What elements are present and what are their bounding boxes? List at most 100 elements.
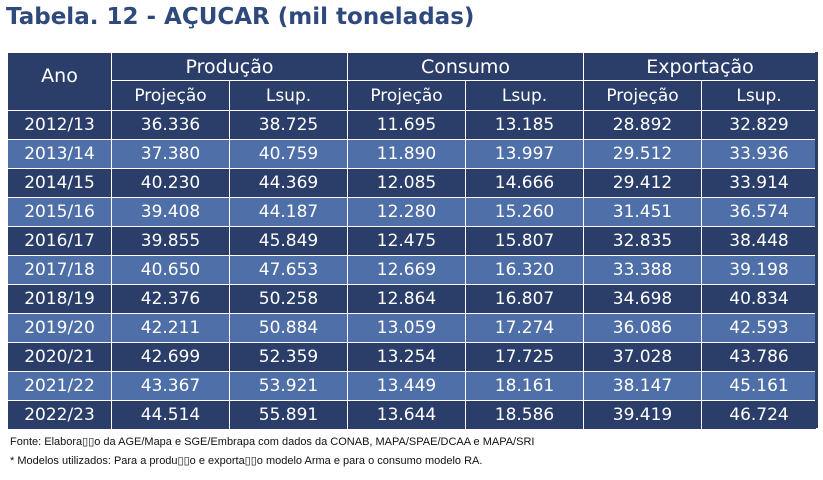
year-cell: 2017/18 [7, 255, 112, 285]
value-cell: 31.451 [583, 197, 703, 227]
value-cell: 13.059 [347, 313, 466, 343]
value-cell: 12.864 [347, 284, 466, 314]
table-row: 2018/19 42.376 50.258 12.864 16.807 34.698 40.… [7, 284, 818, 314]
value-cell: 13.644 [347, 400, 466, 430]
value-cell: 36.336 [111, 110, 230, 140]
value-cell: 37.380 [111, 139, 230, 169]
value-cell: 32.829 [701, 110, 818, 140]
subheader-producao-lsup: Lsup. [229, 80, 348, 111]
table-title: Tabela. 12 - AÇUCAR (mil toneladas) [6, 4, 475, 30]
value-cell: 40.230 [111, 168, 230, 198]
value-cell: 50.258 [229, 284, 348, 314]
data-table-container: Ano Produção Consumo Exportação Projeção… [7, 52, 819, 430]
value-cell: 17.725 [464, 342, 585, 372]
table-body: 2012/13 36.336 38.725 11.695 13.185 28.892 32.… [7, 110, 818, 430]
table-row: 2020/21 42.699 52.359 13.254 17.725 37.028 43.… [7, 342, 818, 372]
value-cell: 44.514 [111, 400, 230, 430]
value-cell: 39.408 [111, 197, 230, 227]
value-cell: 40.834 [701, 284, 818, 314]
value-cell: 53.921 [229, 371, 348, 401]
source-note: Fonte: Elabora▯▯o da AGE/Mapa e SGE/Embr… [10, 436, 535, 448]
value-cell: 17.274 [464, 313, 585, 343]
value-cell: 34.698 [583, 284, 703, 314]
value-cell: 42.593 [701, 313, 818, 343]
value-cell: 16.320 [464, 255, 585, 285]
value-cell: 11.890 [347, 139, 466, 169]
value-cell: 33.936 [701, 139, 818, 169]
value-cell: 18.586 [464, 400, 585, 430]
value-cell: 36.086 [583, 313, 703, 343]
table-row: 2012/13 36.336 38.725 11.695 13.185 28.892 32.… [7, 110, 818, 140]
value-cell: 12.280 [347, 197, 466, 227]
value-cell: 39.855 [111, 226, 230, 256]
value-cell: 11.695 [347, 110, 466, 140]
value-cell: 13.254 [347, 342, 466, 372]
value-cell: 40.650 [111, 255, 230, 285]
value-cell: 33.388 [583, 255, 703, 285]
value-cell: 55.891 [229, 400, 348, 430]
value-cell: 52.359 [229, 342, 348, 372]
subheader-producao-projecao: Projeção [111, 80, 230, 111]
value-cell: 13.449 [347, 371, 466, 401]
year-cell: 2020/21 [7, 342, 112, 372]
value-cell: 14.666 [464, 168, 585, 198]
subheader-exportacao-projecao: Projeção [583, 80, 703, 111]
value-cell: 39.419 [583, 400, 703, 430]
acucar-table: Ano Produção Consumo Exportação Projeção… [7, 52, 818, 430]
side-rule [815, 52, 818, 428]
value-cell: 18.161 [464, 371, 585, 401]
subheader-exportacao-lsup: Lsup. [701, 80, 818, 111]
value-cell: 37.028 [583, 342, 703, 372]
value-cell: 29.412 [583, 168, 703, 198]
table-row: 2021/22 43.367 53.921 13.449 18.161 38.147 45.… [7, 371, 818, 401]
value-cell: 38.147 [583, 371, 703, 401]
table-row: 2019/20 42.211 50.884 13.059 17.274 36.086 42.… [7, 313, 818, 343]
year-cell: 2014/15 [7, 168, 112, 198]
header-exportacao: Exportação [583, 52, 818, 81]
table-notes: Fonte: Elabora▯▯o da AGE/Mapa e SGE/Embr… [10, 433, 534, 471]
subheader-consumo-lsup: Lsup. [464, 80, 585, 111]
value-cell: 12.669 [347, 255, 466, 285]
models-note: * Modelos utilizados: Para a produ▯▯o e … [10, 455, 483, 467]
value-cell: 40.759 [229, 139, 348, 169]
value-cell: 13.185 [464, 110, 585, 140]
value-cell: 42.699 [111, 342, 230, 372]
table-row: 2022/23 44.514 55.891 13.644 18.586 39.419 46.… [7, 400, 818, 430]
header-ano: Ano [7, 52, 112, 111]
subheader-consumo-projecao: Projeção [347, 80, 466, 111]
value-cell: 43.786 [701, 342, 818, 372]
value-cell: 12.085 [347, 168, 466, 198]
table-row: 2016/17 39.855 45.849 12.475 15.807 32.835 38.… [7, 226, 818, 256]
table-row: 2015/16 39.408 44.187 12.280 15.260 31.451 36.… [7, 197, 818, 227]
value-cell: 15.807 [464, 226, 585, 256]
value-cell: 33.914 [701, 168, 818, 198]
value-cell: 42.376 [111, 284, 230, 314]
year-cell: 2019/20 [7, 313, 112, 343]
table-row: 2014/15 40.230 44.369 12.085 14.666 29.412 33.… [7, 168, 818, 198]
year-cell: 2021/22 [7, 371, 112, 401]
value-cell: 46.724 [701, 400, 818, 430]
value-cell: 45.161 [701, 371, 818, 401]
value-cell: 15.260 [464, 197, 585, 227]
value-cell: 50.884 [229, 313, 348, 343]
year-cell: 2015/16 [7, 197, 112, 227]
value-cell: 45.849 [229, 226, 348, 256]
value-cell: 38.725 [229, 110, 348, 140]
value-cell: 44.369 [229, 168, 348, 198]
value-cell: 43.367 [111, 371, 230, 401]
header-producao: Produção [111, 52, 348, 81]
year-cell: 2018/19 [7, 284, 112, 314]
value-cell: 39.198 [701, 255, 818, 285]
year-cell: 2012/13 [7, 110, 112, 140]
table-row: 2017/18 40.650 47.653 12.669 16.320 33.388 39.… [7, 255, 818, 285]
value-cell: 36.574 [701, 197, 818, 227]
year-cell: 2022/23 [7, 400, 112, 430]
value-cell: 42.211 [111, 313, 230, 343]
value-cell: 13.997 [464, 139, 585, 169]
value-cell: 44.187 [229, 197, 348, 227]
year-cell: 2016/17 [7, 226, 112, 256]
table-row: 2013/14 37.380 40.759 11.890 13.997 29.512 33.… [7, 139, 818, 169]
header-consumo: Consumo [346, 52, 585, 81]
value-cell: 47.653 [229, 255, 348, 285]
value-cell: 16.807 [464, 284, 585, 314]
